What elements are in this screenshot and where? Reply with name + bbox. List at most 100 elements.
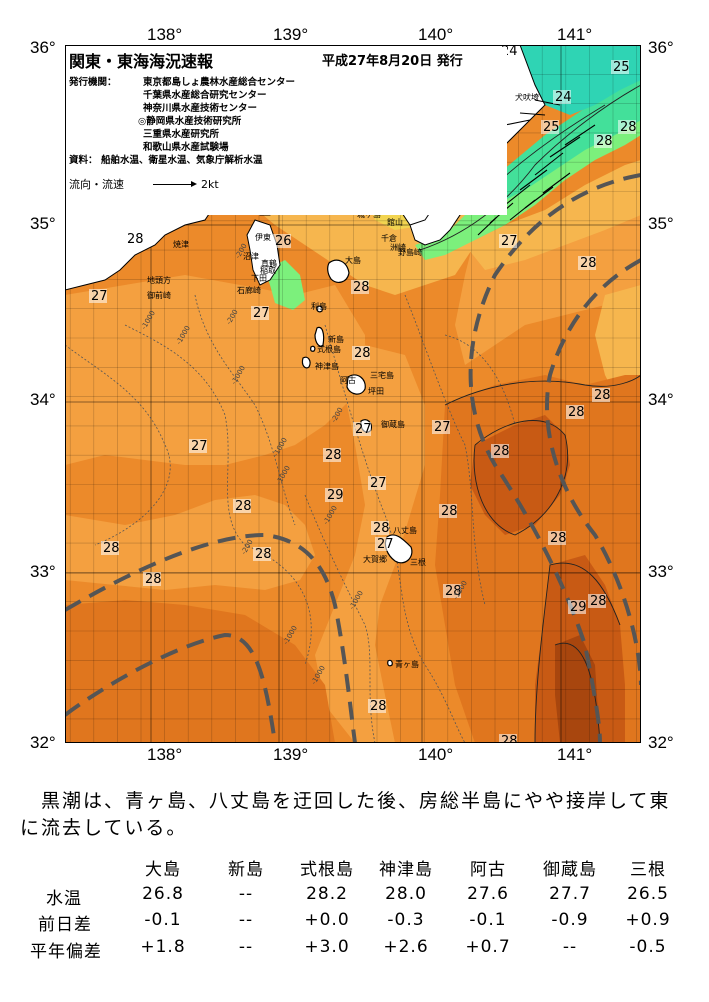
place-label: 青ヶ島 <box>395 659 419 669</box>
temp-label-bg <box>143 572 161 586</box>
place-label: 沼津 <box>243 251 259 261</box>
temp-label: 27 <box>91 289 108 304</box>
table-cell: +0.9 <box>625 910 671 930</box>
place-label: 伊東 <box>255 232 271 242</box>
temp-label-bg <box>592 388 610 402</box>
temp-label: 28 <box>255 547 272 562</box>
temp-label-bg <box>368 699 386 713</box>
temp-label: 27 <box>355 422 372 437</box>
temp-label: 28 <box>373 521 390 536</box>
table-cell: -- <box>238 937 254 957</box>
table-header: 大島 <box>145 860 181 880</box>
temp-label: 28 <box>441 504 458 519</box>
place-label: 神津島 <box>315 361 339 371</box>
place-label: 館山 <box>387 217 403 227</box>
table-cell: 28.2 <box>306 884 348 904</box>
temp-label-bg <box>618 120 636 134</box>
place-label: 式根島 <box>317 344 341 354</box>
temp-label-bg <box>253 547 271 561</box>
table-row-label: 前日差 <box>38 915 92 935</box>
issuer-3: 神奈川県水産技術センター <box>143 103 258 114</box>
situation-comment: 黒潮は、青ヶ島、八丈島を迂回した後、房総半島にやや接岸して東に流去している。 <box>20 790 671 839</box>
island-niijima <box>314 326 325 347</box>
table-cell: -- <box>238 910 254 930</box>
place-label: 千倉 <box>381 233 397 243</box>
lat-label-35-left: 35° <box>30 214 56 233</box>
place-label: 真鶴 <box>261 258 277 268</box>
island-kozushima <box>301 356 311 369</box>
temp-label-bg <box>611 60 629 74</box>
temp-label: 27 <box>191 439 208 454</box>
temp-label-bg <box>578 256 596 270</box>
place-label: 地頭方 <box>147 275 171 285</box>
table-cell: -0.5 <box>629 937 667 957</box>
place-label: 阿古 <box>340 375 356 385</box>
place-label: 下田 <box>251 274 267 283</box>
table-cell: 27.7 <box>549 884 591 904</box>
temp-label-bg <box>351 280 369 294</box>
table-cell: -- <box>238 884 254 904</box>
island-miyakejima <box>346 374 366 395</box>
place-label: 御蔵島 <box>381 419 405 429</box>
temp-label: 28 <box>127 232 144 247</box>
current-legend-value: 2kt <box>201 178 219 191</box>
zone-24 <box>520 45 641 115</box>
lon-label-139-top: 139° <box>273 25 309 44</box>
temp-label: 28 <box>590 594 607 609</box>
island-aogashima <box>387 659 393 667</box>
temp-label: 28 <box>596 134 613 149</box>
table-header: 式根島 <box>300 860 354 880</box>
temp-label-bg <box>233 499 251 513</box>
temp-label: 27 <box>253 306 270 321</box>
lat-label-36-left: 36° <box>30 38 56 57</box>
table-cell: +1.8 <box>140 937 186 957</box>
temp-label-bg <box>352 346 370 360</box>
table-cell: +2.6 <box>383 937 429 957</box>
temp-label-bg <box>323 448 341 462</box>
table-header: 新島 <box>228 860 264 880</box>
zone-27-5-west <box>65 275 365 465</box>
temp-label: 28 <box>550 531 567 546</box>
temp-label: 28 <box>354 346 371 361</box>
table-cell: -0.1 <box>144 910 182 930</box>
zone-27-5-izu <box>315 345 425 743</box>
zone-28-5-sw <box>65 600 335 743</box>
temp-label: 28 <box>580 256 597 271</box>
temp-label-bg <box>491 444 509 458</box>
temp-label-bg <box>325 488 343 502</box>
place-label: 八丈島 <box>393 525 417 535</box>
temp-label: 27 <box>370 476 387 491</box>
lon-label-141-bottom: 141° <box>557 745 593 764</box>
place-label: 野島崎 <box>398 247 422 257</box>
place-label: 稲取 <box>260 265 276 275</box>
table-cell: -- <box>562 937 578 957</box>
lat-label-33-left: 33° <box>30 562 56 581</box>
temp-label-bg <box>189 439 207 453</box>
sources: 船舶水温、衛星水温、気象庁解析水温 <box>101 155 263 166</box>
map-title: 関東・東海海況速報 <box>69 52 214 71</box>
temp-label-bg <box>499 234 517 248</box>
temp-label: 24 <box>555 90 572 105</box>
issuer-6: 和歌山県水産試験場 <box>143 142 229 153</box>
table-cell: 26.8 <box>142 884 184 904</box>
issue-date: 平成27年8月20日 発行 <box>322 54 463 69</box>
issuer-label: 発行機関： <box>69 77 117 88</box>
table-row-label: 平年偏差 <box>30 942 102 962</box>
lon-label-139-bottom: 139° <box>273 745 309 764</box>
temp-label-bg <box>568 600 586 614</box>
temp-label-bg <box>541 120 559 134</box>
lat-label-35-right: 35° <box>648 214 674 233</box>
temp-label-bg <box>101 541 119 555</box>
temp-label: 27 <box>501 234 518 249</box>
table-cell: 26.5 <box>627 884 669 904</box>
temp-label-bg <box>499 734 517 743</box>
temp-label-bg <box>353 422 371 436</box>
current-legend-arrow <box>153 184 195 185</box>
temp-label: 28 <box>145 572 162 587</box>
lat-label-33-right: 33° <box>648 562 674 581</box>
zone-27-5-mid <box>65 495 315 590</box>
temp-label: 27 <box>377 537 394 552</box>
place-label: 三根 <box>410 557 426 567</box>
temp-label-bg <box>588 594 606 608</box>
place-label: 坪田 <box>368 387 384 396</box>
